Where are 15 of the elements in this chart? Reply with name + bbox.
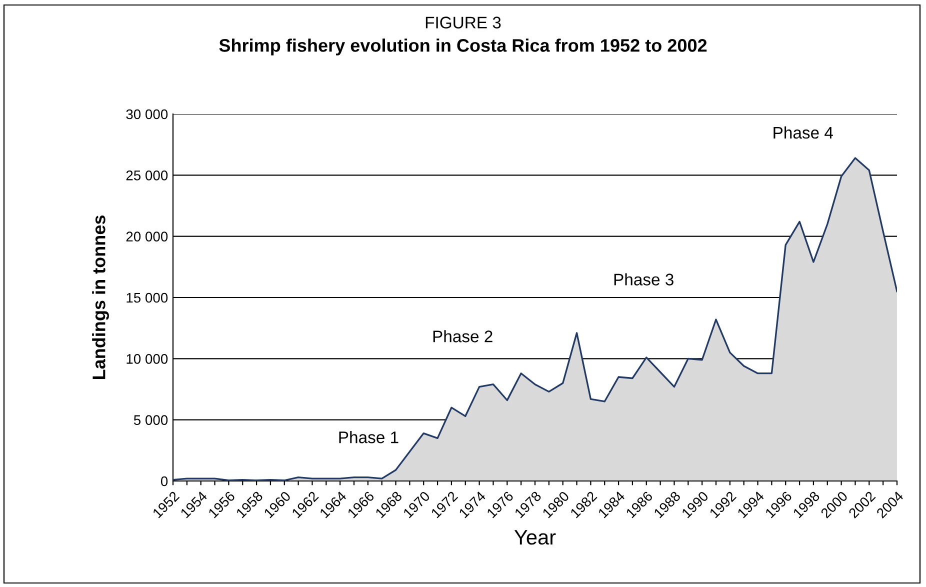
y-tick-label: 5 000 <box>134 415 168 426</box>
annotation: Phase 2 <box>433 330 492 342</box>
y-tick-label: 0 <box>160 476 168 486</box>
y-tick-label: 30 000 <box>126 109 168 120</box>
y-tick-label: 10 000 <box>126 354 168 364</box>
y-tick-label: 25 000 <box>126 170 168 180</box>
chart-subtitle: Shrimp fishery evolution in Costa Rica from 1952 to 2002 <box>219 38 707 56</box>
annotation: Phase 4 <box>774 126 833 139</box>
y-axis-title: Landings in tonnes <box>92 215 109 380</box>
y-tick-label: 15 000 <box>126 292 168 303</box>
x-axis-title: Year <box>514 530 556 545</box>
y-tick-label: 20 000 <box>126 232 168 242</box>
annotation: Phase 3 <box>614 273 674 286</box>
chart-title: FIGURE 3 <box>426 16 501 28</box>
annotation: Phase 1 <box>339 431 398 444</box>
